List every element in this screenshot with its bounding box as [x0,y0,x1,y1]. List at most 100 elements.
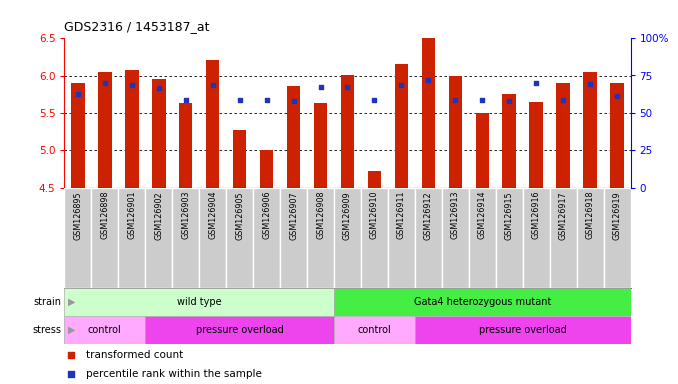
Point [315,84,326,90]
Bar [98,73,112,188]
Bar [119,188,145,288]
Point [558,97,569,103]
Text: pressure overload: pressure overload [479,325,567,335]
Bar [253,188,280,288]
Bar [496,188,523,288]
Text: GSM126905: GSM126905 [235,191,244,240]
Bar [179,103,193,188]
Text: GSM126915: GSM126915 [504,191,514,240]
Point [261,97,272,103]
Bar [307,188,334,288]
Text: GSM126909: GSM126909 [343,191,352,240]
Text: GSM126902: GSM126902 [155,191,163,240]
Bar [334,188,361,288]
Text: wild type: wild type [177,297,222,307]
Text: GSM126913: GSM126913 [451,191,460,240]
Point [207,82,218,88]
Point [288,98,299,104]
Text: GSM126903: GSM126903 [181,191,191,240]
Bar [125,70,138,188]
Point [342,84,353,90]
Bar [334,288,631,316]
Bar [422,38,435,188]
Bar [226,188,253,288]
Text: ▶: ▶ [68,297,75,307]
Text: ▶: ▶ [68,325,75,335]
Bar [64,188,92,288]
Text: GSM126910: GSM126910 [370,191,379,240]
Text: GSM126917: GSM126917 [559,191,567,240]
Text: GSM126907: GSM126907 [289,191,298,240]
Bar [334,316,415,344]
Text: pressure overload: pressure overload [196,325,283,335]
Bar [64,288,334,316]
Bar [199,188,226,288]
Point [369,97,380,103]
Text: GSM126914: GSM126914 [478,191,487,240]
Text: strain: strain [33,297,61,307]
Text: GSM126898: GSM126898 [100,191,109,240]
Point [423,76,434,83]
Text: control: control [88,325,122,335]
Point [531,80,542,86]
Bar [145,316,334,344]
Text: Gata4 heterozygous mutant: Gata4 heterozygous mutant [414,297,551,307]
Point [612,93,622,99]
Bar [449,76,462,188]
Bar [260,150,273,188]
Bar [475,113,489,188]
Text: GSM126918: GSM126918 [586,191,595,240]
Bar [395,64,408,188]
Text: GSM126908: GSM126908 [316,191,325,240]
Bar [145,188,172,288]
Text: percentile rank within the sample: percentile rank within the sample [86,369,262,379]
Bar [388,188,415,288]
Text: GSM126919: GSM126919 [612,191,622,240]
Text: GSM126912: GSM126912 [424,191,433,240]
Text: transformed count: transformed count [86,350,183,360]
Bar [280,188,307,288]
Bar [233,130,246,188]
Text: GSM126904: GSM126904 [208,191,217,240]
Bar [341,75,354,188]
Point [396,82,407,88]
Text: GSM126911: GSM126911 [397,191,406,240]
Bar [468,188,496,288]
Text: GSM126906: GSM126906 [262,191,271,240]
Bar [603,188,631,288]
Text: GSM126895: GSM126895 [73,191,83,240]
Point [66,371,77,377]
Bar [172,188,199,288]
Text: GSM126901: GSM126901 [127,191,136,240]
Text: GDS2316 / 1453187_at: GDS2316 / 1453187_at [64,20,210,33]
Point [180,97,191,103]
Bar [92,188,119,288]
Bar [361,188,388,288]
Point [584,81,595,87]
Bar [502,94,516,188]
Bar [415,188,442,288]
Bar [610,83,624,188]
Bar [367,171,381,188]
Bar [64,316,145,344]
Bar [583,72,597,188]
Bar [523,188,550,288]
Bar [152,79,165,188]
Bar [206,61,220,188]
Point [450,97,461,103]
Point [126,82,137,88]
Bar [576,188,603,288]
Point [153,85,164,91]
Bar [415,316,631,344]
Bar [442,188,468,288]
Bar [314,103,327,188]
Bar [550,188,576,288]
Point [477,97,487,103]
Point [100,80,111,86]
Text: control: control [357,325,391,335]
Bar [530,102,543,188]
Bar [557,83,570,188]
Point [504,98,515,104]
Text: GSM126916: GSM126916 [532,191,540,240]
Point [73,91,83,97]
